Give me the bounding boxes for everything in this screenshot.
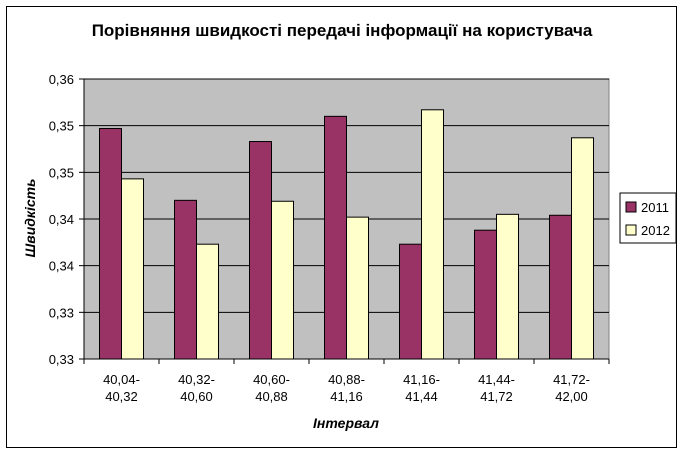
bar-2012 (196, 243, 219, 360)
y-tick-label: 0,33 (49, 305, 74, 320)
legend-label-2012: 2012 (641, 223, 670, 238)
y-tick-label: 0,34 (49, 259, 74, 274)
legend-label-2011: 2011 (641, 200, 669, 215)
x-tick-label: 41,16- (403, 372, 440, 387)
y-axis-title: Швидкість (22, 179, 38, 258)
bar-2012 (271, 200, 294, 360)
legend: 2011 2012 (619, 192, 677, 244)
bar-2012 (121, 178, 144, 360)
bar-2011 (99, 127, 122, 360)
x-tick-label: 41,44 (405, 389, 438, 404)
x-tick-label: 40,32 (105, 389, 138, 404)
y-tick-label: 0,35 (49, 119, 74, 134)
bar-2012 (421, 109, 444, 360)
x-tick-label: 40,88- (328, 372, 365, 387)
x-tick-label: 40,60- (253, 372, 290, 387)
bar-2011 (549, 214, 572, 360)
bar-2011 (324, 115, 347, 360)
x-tick-label: 40,32- (178, 372, 215, 387)
y-tick-label: 0,35 (49, 165, 74, 180)
x-tick-label: 40,04- (103, 372, 140, 387)
chart-title: Порівняння швидкості передачі інформації… (92, 21, 593, 40)
bar-2012 (496, 213, 519, 360)
bar-2011 (474, 229, 497, 360)
x-axis-title: Інтервал (313, 415, 379, 431)
bar-2011 (249, 141, 272, 360)
x-tick-label: 41,72 (480, 389, 513, 404)
y-tick-label: 0,34 (49, 212, 74, 227)
x-tick-label: 41,72- (553, 372, 590, 387)
x-tick-label: 41,16 (330, 389, 363, 404)
legend-swatch-2011 (625, 201, 637, 213)
bar-2011 (174, 199, 197, 360)
y-tick-label: 0,33 (49, 352, 74, 367)
x-tick-label: 41,44- (478, 372, 515, 387)
bar-2012 (571, 137, 594, 360)
legend-swatch-2012 (625, 224, 637, 236)
plot-area: 0,33 0,33 0,34 0,34 0,35 0,35 0,36 40,04- 40,32 4… (49, 72, 610, 404)
bar-2011 (399, 243, 422, 360)
bar-2012 (346, 216, 369, 360)
x-tick-label: 40,88 (255, 389, 288, 404)
x-tick-label: 42,00 (555, 389, 588, 404)
y-tick-label: 0,36 (49, 72, 74, 87)
x-tick-label: 40,60 (180, 389, 213, 404)
